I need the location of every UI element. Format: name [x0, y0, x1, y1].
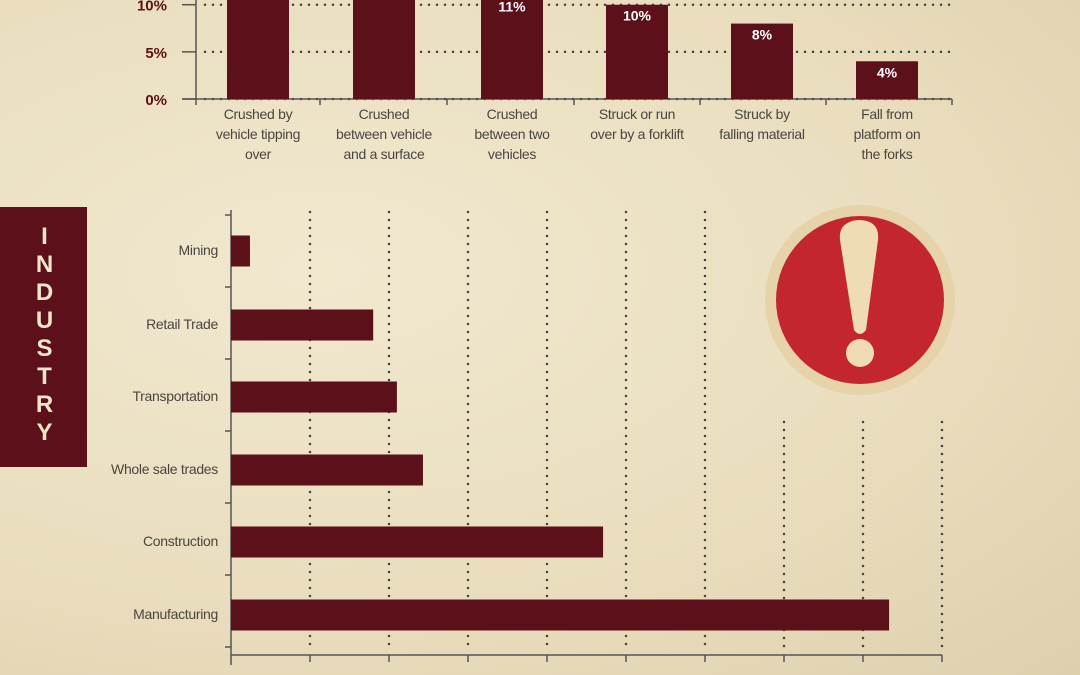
bar — [481, 0, 543, 100]
x-tick-label: Crushed between two vehicles — [474, 106, 550, 162]
bar — [227, 0, 289, 99]
value-label: 8% — [752, 27, 773, 43]
x-tick-label: Struck or run over by a forklift — [590, 106, 684, 142]
y-tick-label: Construction — [143, 533, 218, 549]
y-tick-label: Manufacturing — [133, 606, 218, 622]
industry-label-box: INDUSTRY — [0, 207, 87, 467]
value-label: 11% — [498, 0, 526, 14]
bar — [231, 309, 374, 341]
axis-label: INDUSTRY — [31, 223, 58, 447]
x-tick-label: Fall from platform on the forks — [853, 106, 921, 162]
bar — [353, 0, 415, 100]
y-tick-label: 0% — [145, 92, 167, 109]
y-tick-label: Transportation — [132, 388, 218, 404]
bar — [231, 235, 250, 267]
bar — [231, 599, 890, 631]
alert-icon — [765, 205, 955, 395]
x-tick-label: Crushed by vehicle tipping over — [215, 106, 301, 162]
value-label: 10% — [623, 8, 652, 24]
value-label: 4% — [877, 64, 898, 80]
bar — [231, 381, 397, 413]
y-tick-label: Whole sale trades — [111, 461, 218, 477]
x-tick-label: Struck by falling material — [719, 106, 805, 142]
bar — [231, 526, 604, 558]
bar — [231, 454, 423, 486]
y-tick-label: 5% — [145, 45, 167, 62]
bar — [856, 61, 918, 99]
x-tick-label: Crushed between vehicle and a surface — [336, 106, 432, 162]
bar — [731, 23, 793, 100]
y-tick-label: Retail Trade — [146, 316, 218, 332]
y-tick-label: Mining — [178, 242, 219, 258]
y-tick-label: 10% — [137, 0, 167, 15]
bar — [606, 4, 668, 99]
